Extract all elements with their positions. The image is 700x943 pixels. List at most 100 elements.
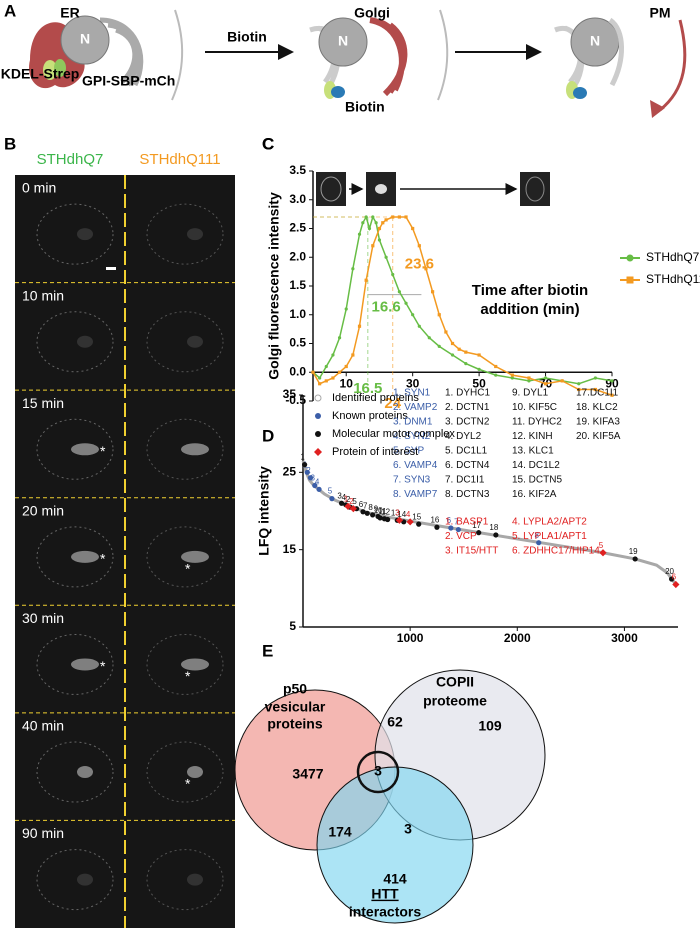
member-label: 5. SYP <box>393 446 424 457</box>
point-label: 11 <box>378 507 387 516</box>
reporter-label: GPI-SBP-mCh <box>82 73 175 89</box>
marker <box>404 215 408 219</box>
marker <box>397 290 401 294</box>
point-label: 8 <box>368 503 373 512</box>
point-label: 6 <box>359 500 364 509</box>
panel-label: C <box>262 134 274 153</box>
member-label: 5. LYPLA1/APT1 <box>512 531 587 542</box>
marker <box>307 475 314 481</box>
marker <box>493 532 499 538</box>
y-tick-label: -0.5 <box>285 393 306 407</box>
marker <box>318 382 322 386</box>
member-label: 4. DYL2 <box>445 431 482 442</box>
member-label: 7. DC1I1 <box>445 475 485 486</box>
panel-label: B <box>4 134 16 153</box>
marker <box>437 344 441 348</box>
cell-outline <box>36 741 114 803</box>
point-label: 3 <box>311 474 316 483</box>
marker <box>304 469 310 475</box>
marker <box>374 221 378 225</box>
count: 109 <box>478 718 502 734</box>
time-label: 40 min <box>22 718 64 734</box>
venn <box>234 669 546 924</box>
point-label: 6 <box>447 516 452 525</box>
marker <box>315 413 321 419</box>
marker <box>494 373 498 377</box>
peak-label: 16.5 <box>353 380 382 397</box>
point-label: 10 <box>374 506 383 515</box>
series-line <box>312 216 613 396</box>
marker <box>593 376 597 380</box>
marker <box>411 226 415 231</box>
golgi-signal <box>181 550 209 563</box>
marker <box>593 387 597 392</box>
marker <box>417 244 421 248</box>
cell-outline <box>146 849 224 911</box>
member-label: 8. DCTN3 <box>445 489 490 500</box>
point-label: 4 <box>342 493 347 502</box>
cell-outline <box>146 633 224 695</box>
member-label: 5. DC1L1 <box>445 446 488 457</box>
golgi-signal <box>77 766 93 779</box>
point-label: 4 <box>406 510 411 519</box>
point-label: 6 <box>672 573 677 582</box>
asterisk: * <box>100 443 106 459</box>
y-tick-label: 1.0 <box>289 307 306 321</box>
member-label: 6. VAMP4 <box>393 460 438 471</box>
er-cell: N <box>29 9 184 101</box>
member-label: 1. BASP1 <box>445 517 489 528</box>
marker <box>384 255 388 259</box>
point-label: 8 <box>534 531 539 540</box>
marker <box>560 379 564 383</box>
marker <box>370 512 376 518</box>
marker <box>361 221 365 225</box>
marker <box>450 353 455 357</box>
arrow-label: Biotin <box>227 29 267 45</box>
marker <box>424 267 428 271</box>
golgi-signal <box>71 658 99 671</box>
marker <box>377 226 382 231</box>
panel-label: A <box>4 1 16 20</box>
set-label: HTT <box>371 886 399 902</box>
marker <box>464 350 468 354</box>
y-tick-label: 2.0 <box>289 249 306 263</box>
marker <box>338 500 345 506</box>
reporter-label: KDEL-Strep <box>1 66 80 82</box>
nucleus-label: N <box>590 33 600 49</box>
count: 3477 <box>292 766 323 782</box>
golgi-signal <box>77 335 93 348</box>
marker <box>543 376 548 380</box>
point-label: 1 <box>344 494 349 503</box>
marker <box>406 518 414 526</box>
member-label: 8. VAMP7 <box>393 489 438 500</box>
panel-label: E <box>262 641 273 660</box>
member-label: 10. KIF5C <box>512 402 557 413</box>
marker <box>536 540 542 546</box>
member-label: 15. DCTN5 <box>512 475 562 486</box>
marker <box>312 482 318 489</box>
marker <box>450 341 455 346</box>
time-label: 90 min <box>22 825 64 841</box>
half-max-label: 16.6 <box>372 299 401 316</box>
marker <box>577 387 581 392</box>
legend-label: Protein of interest <box>332 446 418 458</box>
marker <box>329 496 335 502</box>
marker <box>510 376 514 380</box>
cell-outline <box>36 418 114 480</box>
marker <box>632 556 638 562</box>
marker <box>626 254 634 262</box>
asterisk: * <box>185 560 191 576</box>
member-label: 9. DYL1 <box>512 388 549 399</box>
x-tick-label: 3000 <box>611 631 638 645</box>
member-label: 3. DCTN2 <box>445 417 490 428</box>
column-label: STHdhQ111 <box>139 151 220 168</box>
count: 3 <box>404 821 412 837</box>
marker <box>668 576 675 582</box>
point-label: 2 <box>349 497 354 506</box>
marker <box>384 218 388 222</box>
marker <box>464 362 468 366</box>
member-label: 2. DCTN1 <box>445 402 490 413</box>
point-label: 3 <box>395 508 400 517</box>
golgi-signal <box>77 873 93 886</box>
